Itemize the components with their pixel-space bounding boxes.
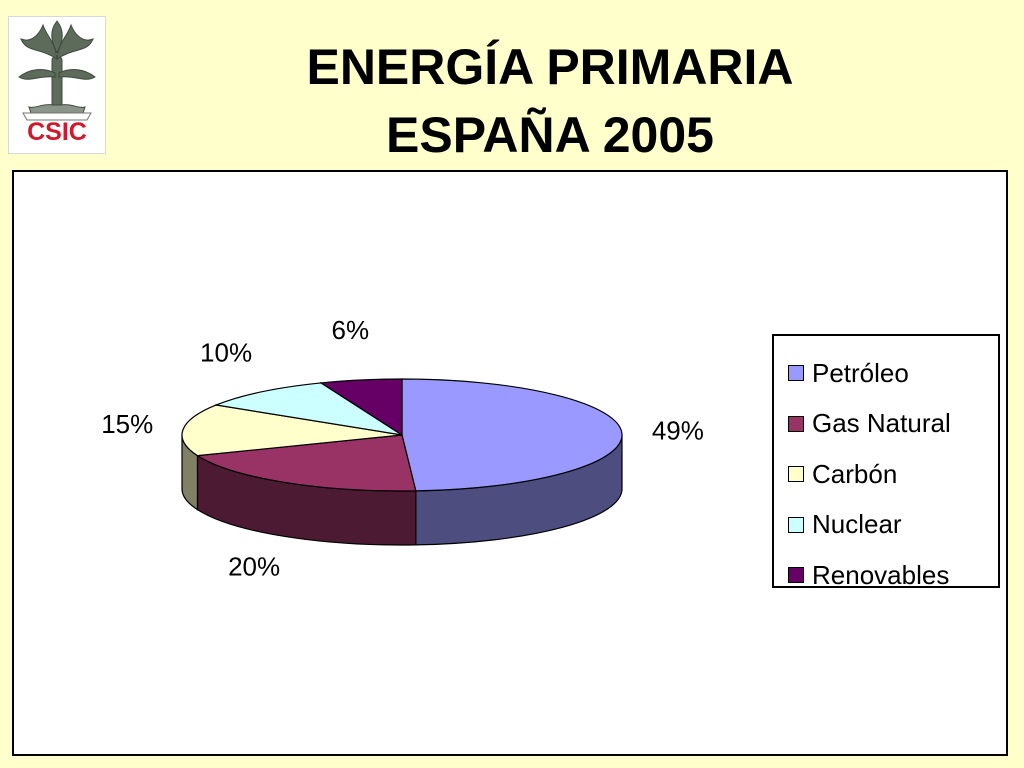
- pie-slice-1: [195, 434, 417, 492]
- legend-item: Nuclear: [774, 500, 998, 551]
- chart-legend: Petróleo Gas Natural Carbón Nuclear Reno…: [772, 334, 1000, 590]
- page-title-line2: ESPAÑA 2005: [386, 107, 714, 163]
- legend-item: Gas Natural: [774, 399, 998, 450]
- page-title-line1: ENERGÍA PRIMARIA: [306, 39, 794, 95]
- legend-swatch-renovables: [788, 567, 804, 584]
- legend-item: Renovables: [774, 550, 998, 601]
- pie-slice-0: [401, 378, 623, 492]
- legend-label: Gas Natural: [812, 408, 951, 439]
- chart-area: 49% 20% 15% 10% 6% Petróleo Gas Natural Carb…: [12, 170, 1008, 756]
- legend-label: Carbón: [812, 458, 898, 489]
- logo-text: CSIC: [27, 118, 87, 146]
- legend-label: Renovables: [812, 559, 950, 590]
- legend-swatch-nuclear: [788, 516, 804, 533]
- legend-swatch-carbon: [788, 466, 804, 483]
- data-label-4: 6%: [331, 315, 369, 345]
- legend-swatch-petroleo: [788, 365, 804, 382]
- pie-slice-3: [214, 382, 403, 436]
- legend-item: Petróleo: [774, 348, 998, 399]
- pie-label-layer: 49% 20% 15% 10% 6%: [101, 315, 704, 582]
- legend-label: Nuclear: [812, 509, 902, 540]
- pie-top-layer: [181, 378, 623, 492]
- pie-chart: 49% 20% 15% 10% 6%: [101, 315, 704, 582]
- legend-label: Petróleo: [812, 357, 909, 388]
- data-label-2: 15%: [101, 409, 153, 439]
- pie-slice-4: [319, 378, 403, 437]
- tree-emblem-icon: [18, 20, 96, 121]
- pie-slice-2: [181, 404, 403, 457]
- legend-swatch-gas-natural: [788, 415, 804, 432]
- legend-item: Carbón: [774, 449, 998, 500]
- data-label-3: 10%: [200, 337, 252, 367]
- csic-logo: CSIC: [8, 16, 106, 154]
- data-label-0: 49%: [652, 416, 704, 446]
- data-label-1: 20%: [228, 552, 280, 582]
